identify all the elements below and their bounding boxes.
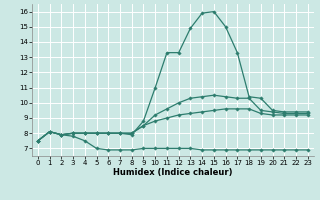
X-axis label: Humidex (Indice chaleur): Humidex (Indice chaleur) [113,168,233,177]
